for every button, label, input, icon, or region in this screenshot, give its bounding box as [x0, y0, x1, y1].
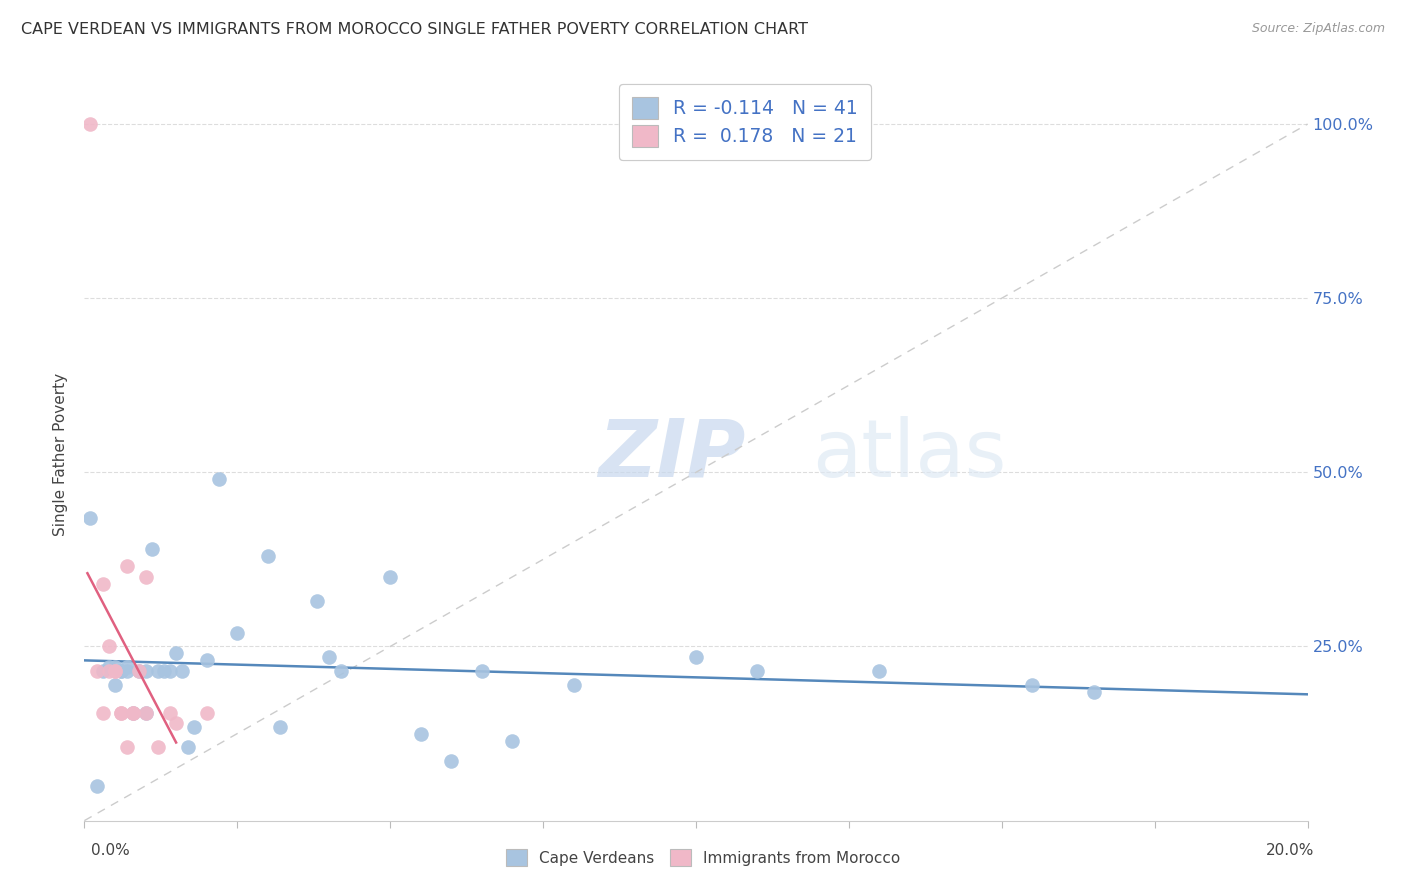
- Point: [104, 664, 127, 678]
- Point: [685, 649, 707, 664]
- Point: [97, 664, 120, 678]
- Point: [1083, 685, 1105, 699]
- Point: [146, 740, 169, 755]
- Point: [128, 664, 150, 678]
- Point: [869, 664, 891, 678]
- Point: [159, 706, 181, 720]
- Point: [104, 678, 127, 692]
- Point: [110, 706, 132, 720]
- Y-axis label: Single Father Poverty: Single Father Poverty: [53, 374, 69, 536]
- Point: [135, 664, 157, 678]
- Point: [115, 740, 138, 755]
- Point: [318, 649, 340, 664]
- Point: [79, 510, 101, 524]
- Point: [135, 570, 157, 584]
- Point: [91, 664, 114, 678]
- Point: [135, 706, 157, 720]
- Point: [380, 570, 402, 584]
- Point: [122, 706, 145, 720]
- Point: [97, 660, 120, 674]
- Point: [104, 660, 127, 674]
- Point: [195, 706, 218, 720]
- Text: CAPE VERDEAN VS IMMIGRANTS FROM MOROCCO SINGLE FATHER POVERTY CORRELATION CHART: CAPE VERDEAN VS IMMIGRANTS FROM MOROCCO …: [21, 22, 808, 37]
- Point: [165, 647, 187, 661]
- Legend: Cape Verdeans, Immigrants from Morocco: Cape Verdeans, Immigrants from Morocco: [496, 839, 910, 875]
- Point: [128, 664, 150, 678]
- Point: [115, 660, 138, 674]
- Point: [86, 779, 108, 793]
- Text: 0.0%: 0.0%: [91, 843, 131, 858]
- Legend: R = -0.114   N = 41, R =  0.178   N = 21: R = -0.114 N = 41, R = 0.178 N = 21: [619, 84, 872, 160]
- Point: [208, 472, 231, 486]
- Point: [440, 755, 463, 769]
- Text: atlas: atlas: [813, 416, 1007, 494]
- Point: [110, 664, 132, 678]
- Point: [153, 664, 176, 678]
- Point: [122, 706, 145, 720]
- Point: [135, 706, 157, 720]
- Point: [91, 706, 114, 720]
- Point: [79, 117, 101, 131]
- Point: [269, 720, 291, 734]
- Point: [257, 549, 280, 563]
- Point: [330, 664, 353, 678]
- Point: [562, 678, 585, 692]
- Text: ZIP: ZIP: [598, 416, 745, 494]
- Point: [104, 664, 127, 678]
- Point: [146, 664, 169, 678]
- Point: [115, 559, 138, 574]
- Point: [141, 541, 163, 556]
- Point: [305, 594, 328, 608]
- Point: [110, 664, 132, 678]
- Point: [183, 720, 205, 734]
- Point: [195, 653, 218, 667]
- Point: [226, 625, 249, 640]
- Point: [172, 664, 194, 678]
- Point: [747, 664, 769, 678]
- Point: [177, 740, 200, 755]
- Point: [110, 706, 132, 720]
- Point: [1021, 678, 1043, 692]
- Point: [115, 664, 138, 678]
- Point: [91, 576, 114, 591]
- Point: [502, 733, 524, 747]
- Point: [409, 726, 432, 740]
- Text: 20.0%: 20.0%: [1267, 843, 1315, 858]
- Point: [122, 706, 145, 720]
- Point: [86, 664, 108, 678]
- Text: Source: ZipAtlas.com: Source: ZipAtlas.com: [1251, 22, 1385, 36]
- Point: [471, 664, 494, 678]
- Point: [159, 664, 181, 678]
- Point: [165, 716, 187, 731]
- Point: [97, 640, 120, 654]
